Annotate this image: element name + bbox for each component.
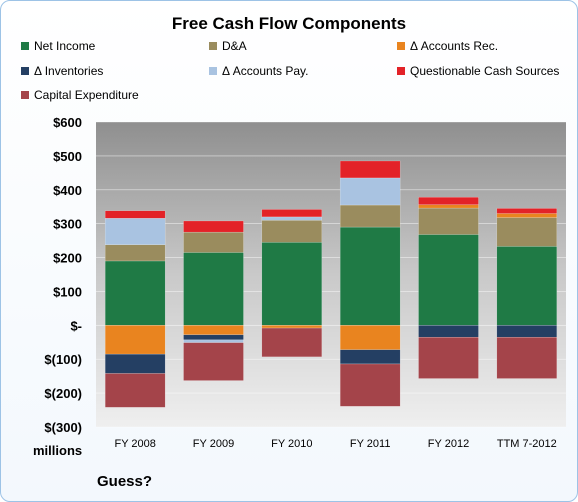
bar-segment: [183, 220, 244, 233]
y-tick-label: $(300): [44, 420, 82, 435]
legend-swatch: [397, 42, 405, 50]
bar-segment: [418, 336, 479, 379]
bar-segment: [183, 325, 244, 336]
bar-segment: [418, 234, 479, 326]
legend-swatch: [21, 42, 29, 50]
bar-segment: [183, 252, 244, 326]
legend-swatch: [397, 67, 405, 75]
x-tick-label: FY 2008: [114, 438, 155, 450]
bar-segment: [104, 244, 166, 262]
bar-segment: [104, 210, 166, 219]
bar-segment: [104, 353, 166, 374]
bar-segment: [261, 209, 323, 218]
bar-segment: [496, 246, 558, 326]
legend-label: D&A: [222, 39, 247, 53]
legend-label: Questionable Cash Sources: [410, 64, 560, 78]
legend-label: Δ Accounts Rec.: [410, 39, 499, 53]
bar-segment: [261, 242, 323, 326]
legend-accounts-pay: Δ Accounts Pay.: [209, 64, 309, 78]
bar-segment: [339, 325, 401, 350]
y-tick-label: $(200): [44, 386, 82, 401]
bar-segment: [339, 363, 401, 407]
x-tick-label: FY 2011: [350, 438, 391, 450]
y-tick-label: $-: [70, 318, 82, 333]
legend-label: Δ Accounts Pay.: [222, 64, 309, 78]
bar-segment: [183, 334, 244, 341]
legend-accounts-rec: Δ Accounts Rec.: [397, 39, 498, 53]
unit-label: millions: [33, 443, 83, 458]
bar-segment: [496, 213, 558, 218]
bar-segment: [261, 216, 323, 221]
chart-title: Free Cash Flow Components: [171, 14, 407, 33]
bar-segment: [339, 177, 401, 206]
y-tick-label: $400: [53, 183, 82, 198]
x-tick-label: TTM 7-2012: [497, 438, 557, 450]
legend-da: D&A: [209, 39, 247, 53]
bar-segment: [418, 197, 479, 205]
bar-segment: [339, 226, 401, 326]
bar-segment: [261, 327, 323, 358]
bar-segment: [261, 325, 323, 329]
bar-segment: [104, 218, 166, 245]
bar-segment: [339, 204, 401, 228]
bar-segment: [339, 160, 401, 179]
bar-segment: [418, 204, 479, 209]
legend-swatch: [209, 67, 217, 75]
bar-segment: [104, 260, 166, 326]
legend-label: Δ Inventories: [34, 64, 104, 78]
bar-segment: [261, 220, 323, 243]
legend-swatch: [21, 67, 29, 75]
y-tick-label: $600: [53, 115, 82, 130]
legend-capex: Capital Expenditure: [21, 88, 139, 102]
bar-segment: [183, 342, 244, 381]
legend-inventories: Δ Inventories: [21, 64, 103, 78]
bar-segment: [496, 208, 558, 214]
y-tick-label: $500: [53, 149, 82, 164]
bar-segment: [104, 373, 166, 408]
legend-label: Capital Expenditure: [34, 88, 139, 102]
bar-segment: [183, 339, 244, 343]
y-tick-label: $(100): [44, 352, 82, 367]
bar-segment: [339, 349, 401, 365]
bar-segment: [183, 231, 244, 253]
x-tick-label: FY 2012: [428, 438, 469, 450]
bar-segment: [418, 325, 479, 338]
x-tick-label: FY 2010: [271, 438, 312, 450]
y-tick-label: $200: [53, 251, 82, 266]
y-tick-label: $300: [53, 217, 82, 232]
caption: Guess?: [97, 473, 153, 490]
bar-segment: [496, 325, 558, 338]
bar-segment: [496, 217, 558, 247]
legend-label: Net Income: [34, 39, 96, 53]
bar-segment: [104, 325, 166, 355]
plot-area: [96, 122, 566, 427]
bar-segment: [418, 207, 479, 235]
legend-swatch: [209, 42, 217, 50]
legend-swatch: [21, 91, 29, 99]
x-tick-label: FY 2009: [193, 438, 234, 450]
legend-questionable: Questionable Cash Sources: [397, 64, 559, 78]
legend-net-income: Net Income: [21, 39, 95, 53]
bar-segment: [496, 336, 558, 379]
y-tick-label: $100: [53, 284, 82, 299]
